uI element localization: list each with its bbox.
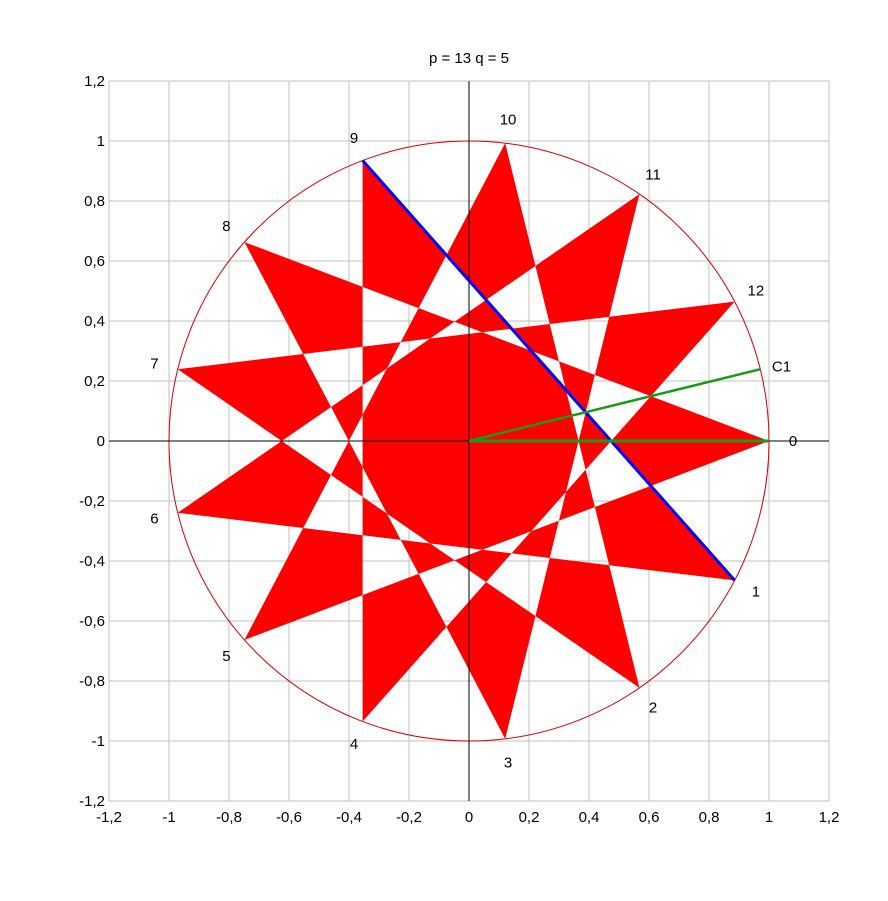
vertex-label: 8: [222, 218, 230, 235]
x-tick-label: 1,2: [819, 809, 840, 826]
y-tick-label: -0,4: [79, 553, 105, 570]
vertex-label: 10: [500, 111, 517, 128]
y-tick-label: 0,6: [84, 253, 105, 270]
y-tick-label: -1,2: [79, 793, 105, 810]
vertex-label: 9: [350, 130, 358, 147]
vertex-label: 4: [350, 736, 358, 753]
highlight-lines: [361, 159, 769, 582]
x-tick-label: -0,4: [336, 809, 362, 826]
vertex-label: 5: [222, 648, 230, 665]
vertex-label: 7: [150, 355, 158, 372]
tick-labels: -1,2 -1 -0,8 -0,6 -0,4 -0,2 0 0,2 0,4 0,6 0,8 1 1,2 -…: [79, 73, 839, 826]
x-tick-label: 0,2: [519, 809, 540, 826]
vertex-label: 6: [150, 511, 158, 528]
vertex-label: 11: [645, 166, 661, 183]
x-tick-label: -0,8: [216, 809, 242, 826]
plot-title: p = 13 q = 5: [429, 50, 509, 67]
y-tick-label: -0,8: [79, 673, 105, 690]
y-tick-label: 0,4: [84, 313, 105, 330]
x-tick-label: -0,2: [396, 809, 422, 826]
highlight-segment: [361, 159, 736, 582]
vertex-label: 3: [504, 755, 512, 772]
x-tick-label: -1,2: [96, 809, 122, 826]
vertex-label: 12: [748, 282, 765, 299]
vertex-label: 2: [649, 700, 657, 717]
x-tick-label: 1: [765, 809, 773, 826]
x-tick-label: 0,4: [579, 809, 600, 826]
y-tick-label: 0,8: [84, 193, 105, 210]
vertex-label: 0: [789, 433, 797, 450]
y-tick-label: 0: [97, 433, 105, 450]
x-tick-label: 0,6: [639, 809, 660, 826]
y-tick-label: -0,2: [79, 493, 105, 510]
x-tick-label: -0,6: [276, 809, 302, 826]
y-tick-label: -0,6: [79, 613, 105, 630]
green-ray-c1: [468, 367, 761, 443]
x-tick-label: 0,8: [699, 809, 720, 826]
y-tick-label: 0,2: [84, 373, 105, 390]
green-point-label: C1: [772, 358, 791, 375]
y-tick-label: 1: [97, 133, 105, 150]
x-tick-label: -1: [162, 809, 175, 826]
vertex-label: 1: [752, 584, 760, 601]
x-tick-label: 0: [465, 809, 473, 826]
y-tick-label: -1: [92, 733, 105, 750]
y-tick-label: 1,2: [84, 73, 105, 90]
